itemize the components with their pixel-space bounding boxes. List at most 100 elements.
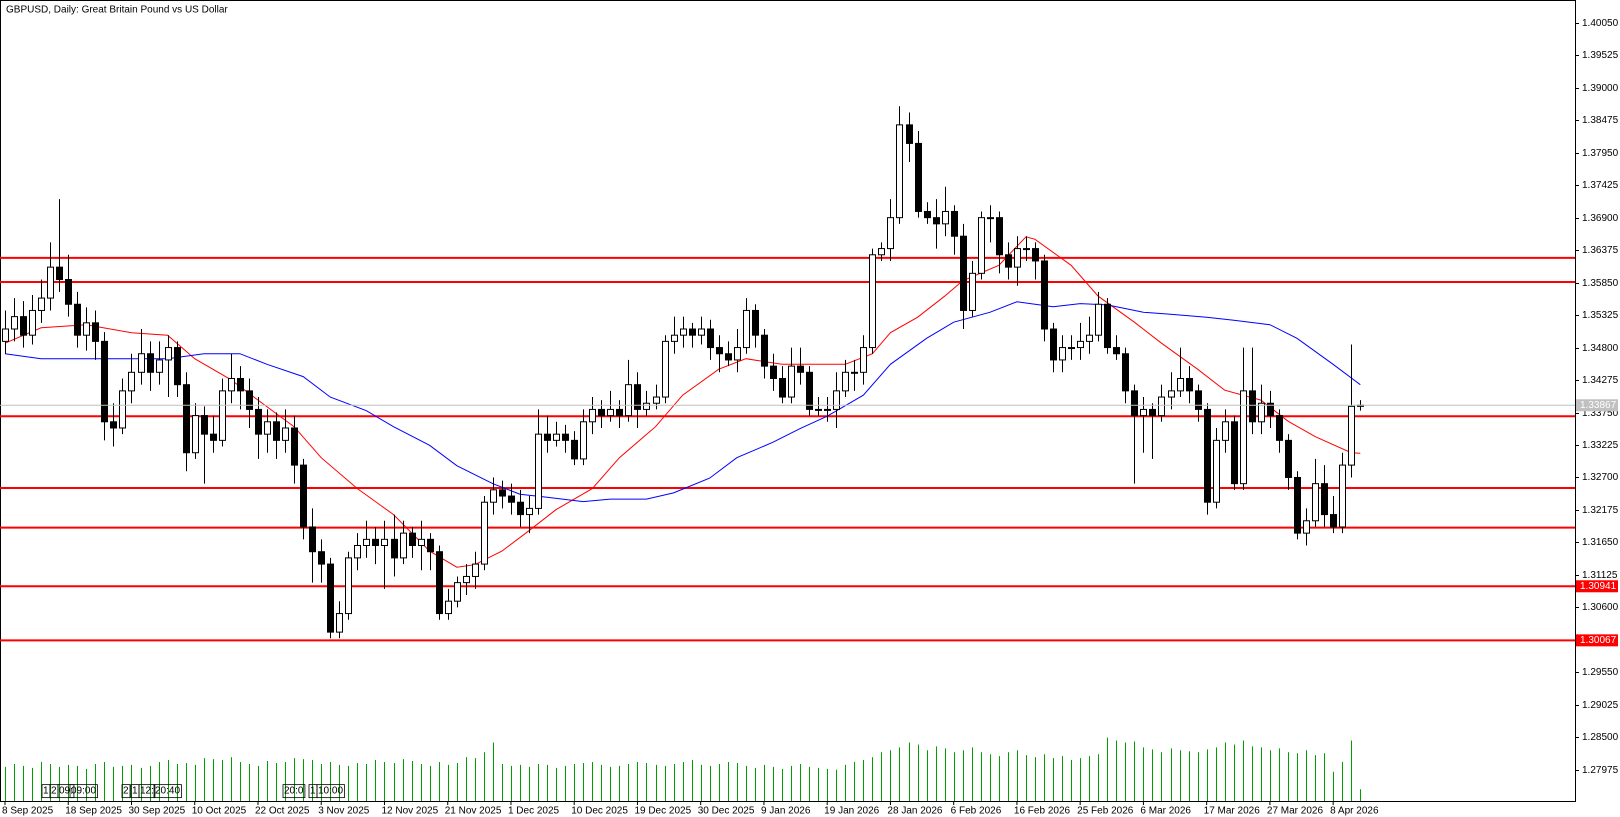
- candle-body: [119, 390, 126, 429]
- y-tick-label: 1.39000: [1582, 83, 1619, 94]
- current-price-box: [1576, 399, 1618, 412]
- candle-body: [409, 532, 416, 547]
- x-tick-label: 22 Oct 2025: [255, 806, 310, 817]
- candle-body: [761, 334, 768, 367]
- candle-body: [1348, 405, 1355, 466]
- candle-body: [65, 279, 72, 305]
- x-tick-label: 16 Feb 2026: [1014, 806, 1071, 817]
- x-tick-label: 28 Jan 2026: [887, 806, 942, 817]
- candle-body: [192, 415, 199, 454]
- candle-body: [463, 575, 470, 584]
- candle-body: [797, 365, 804, 373]
- y-tick-label: 1.28500: [1582, 732, 1619, 743]
- event-label-box: [121, 784, 131, 799]
- candle-body: [2, 328, 9, 342]
- candle-body: [83, 322, 90, 336]
- candle-body: [1168, 390, 1175, 398]
- current-price-label: 1.33867: [1580, 400, 1617, 411]
- candle-body: [616, 408, 623, 417]
- candle-body: [1249, 390, 1256, 423]
- x-tick-label: 9 Jan 2026: [761, 806, 811, 817]
- x-tick-label: 10 Oct 2025: [192, 806, 247, 817]
- x-tick-label: 27 Mar 2026: [1267, 806, 1324, 817]
- candle-body: [309, 526, 316, 553]
- candle-body: [246, 390, 253, 410]
- x-tick-label: 18 Sep 2025: [65, 806, 122, 817]
- candle-body: [860, 347, 867, 373]
- candle-body: [779, 377, 786, 398]
- y-tick-label: 1.36900: [1582, 213, 1619, 224]
- candle-body: [29, 309, 36, 336]
- candle-body: [427, 538, 434, 553]
- candle-body: [472, 563, 479, 577]
- y-tick-label: 1.30600: [1582, 602, 1619, 613]
- candle-body: [56, 266, 63, 281]
- moving-average: [4, 301, 1361, 503]
- x-tick-label: 8 Apr 2026: [1330, 806, 1379, 817]
- candle-body: [1131, 390, 1138, 417]
- level-label-box: [1576, 634, 1618, 647]
- event-label: 1: [310, 786, 316, 797]
- candle-body: [219, 390, 226, 441]
- candle-body: [634, 384, 641, 410]
- x-tick-label: 19 Dec 2025: [634, 806, 691, 817]
- candle-body: [210, 433, 217, 441]
- candle-body: [707, 328, 714, 349]
- event-label: 09:00: [71, 786, 96, 797]
- candle-body: [1086, 334, 1093, 342]
- candle-body: [842, 371, 849, 392]
- chart-title: GBPUSD, Daily: Great Britain Pound vs US…: [6, 5, 228, 16]
- candle-body: [716, 347, 723, 355]
- candle-body: [418, 538, 425, 547]
- candle-body: [1113, 347, 1120, 355]
- event-label: 1: [43, 786, 49, 797]
- candle-body: [815, 408, 822, 411]
- candle-body: [598, 408, 605, 417]
- candle-body: [969, 272, 976, 311]
- candle-body: [508, 495, 515, 503]
- event-label: 1: [132, 786, 138, 797]
- candle-body: [987, 217, 994, 220]
- candle-body: [1014, 248, 1021, 268]
- candle-body: [960, 235, 967, 311]
- candle-body: [110, 421, 117, 429]
- candle-body: [1231, 421, 1238, 485]
- event-label: 2: [51, 786, 57, 797]
- candle-body: [1041, 260, 1048, 330]
- y-tick-label: 1.38475: [1582, 115, 1619, 126]
- candle-body: [255, 408, 262, 435]
- x-tick-label: 25 Feb 2026: [1077, 806, 1134, 817]
- y-tick-label: 1.37950: [1582, 148, 1619, 159]
- candle-body: [165, 347, 172, 361]
- event-label: 09:: [59, 786, 73, 797]
- candle-body: [1222, 421, 1229, 441]
- candle-body: [1032, 248, 1039, 262]
- candle-body: [391, 538, 398, 559]
- candle-body: [743, 309, 750, 349]
- candle-body: [662, 340, 669, 398]
- candle-body: [734, 347, 741, 361]
- candle-body: [942, 210, 949, 225]
- candle-body: [147, 353, 154, 373]
- event-label: 20:40: [155, 786, 180, 797]
- event-label-box: [282, 784, 306, 799]
- y-tick-label: 1.33750: [1582, 408, 1619, 419]
- candle-body: [1050, 328, 1057, 361]
- y-tick-label: 1.35325: [1582, 310, 1619, 321]
- candle-body: [978, 217, 985, 274]
- candle-body: [752, 309, 759, 336]
- candle-body: [887, 217, 894, 250]
- candle-body: [1339, 464, 1346, 528]
- candle-body: [869, 254, 876, 349]
- y-tick-label: 1.31650: [1582, 537, 1619, 548]
- candle-body: [1186, 377, 1193, 392]
- candle-body: [318, 551, 325, 565]
- candle-body: [454, 582, 461, 602]
- y-tick-label: 1.27975: [1582, 765, 1619, 776]
- candle-body: [1177, 377, 1184, 392]
- candle-body: [1059, 347, 1066, 361]
- x-tick-label: 19 Jan 2026: [824, 806, 879, 817]
- candle-body: [20, 316, 27, 336]
- candle-body: [517, 501, 524, 516]
